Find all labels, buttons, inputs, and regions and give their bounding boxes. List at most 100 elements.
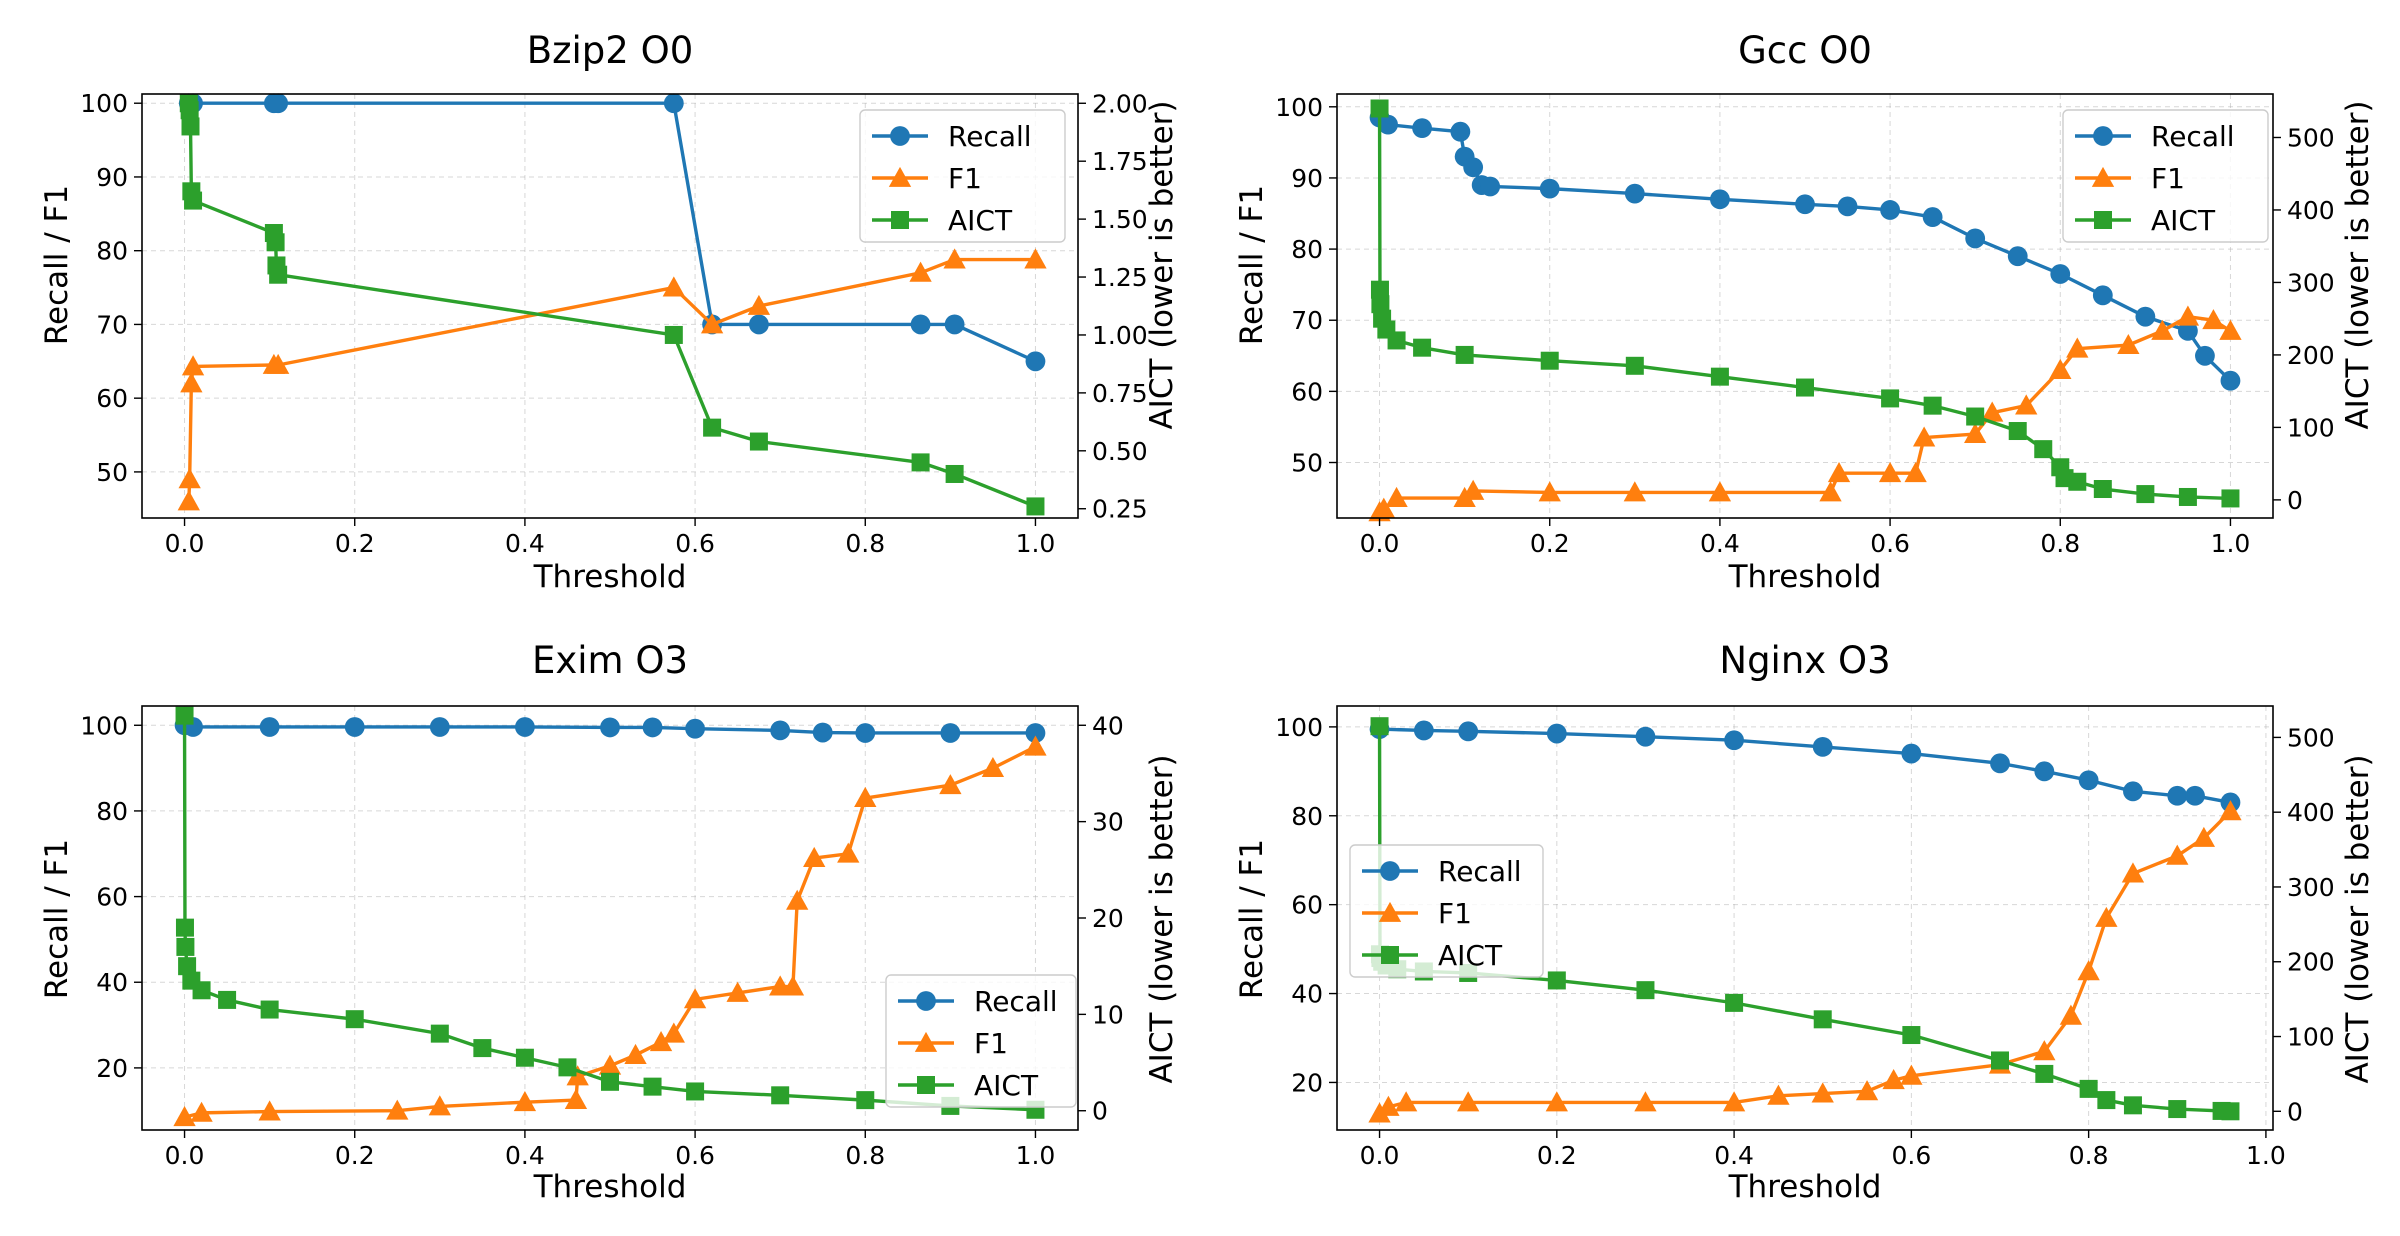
data-point-aict [1796,378,1814,397]
data-point-f1 [1981,401,2004,422]
data-point-aict [2178,487,2197,506]
data-point-f1 [2121,862,2145,883]
y2-tick-label: 500 [2287,123,2335,152]
data-point-recall [1546,723,1567,744]
y-axis-label: Recall / F1 [1234,185,1270,345]
data-point-f1 [1372,497,1395,518]
data-point-f1 [566,1065,589,1086]
y-tick-label: 80 [96,237,128,266]
legend-label-recall: Recall [2151,120,2235,153]
y2-tick-label: 0 [2287,1097,2303,1126]
y2-axis-label: AICT (lower is better) [2340,100,2376,429]
y-tick-label: 50 [96,458,128,487]
data-point-recall [1480,176,1501,197]
data-point-recall [1724,730,1744,751]
data-point-f1 [786,889,809,910]
data-point-recall [2178,320,2198,341]
y2-tick-label: 100 [2287,413,2335,442]
data-point-aict [2136,485,2155,504]
data-point-recall [1795,194,1815,215]
legend-label-aict: AICT [948,204,1013,237]
data-point-f1 [1538,481,1561,502]
data-point-f1 [2066,337,2089,358]
legend: Recall F1 AICT [2062,109,2269,243]
data-point-f1 [2117,333,2140,355]
y-tick-label: 70 [96,310,128,339]
data-point-f1 [624,1043,647,1064]
data-point-recall [1378,114,1398,135]
data-point-recall [749,314,769,335]
data-point-recall [1463,157,1484,178]
data-point-f1 [2015,394,2038,415]
x-tick-label: 1.0 [1016,1141,1056,1170]
data-point-recall [1635,726,1656,747]
x-tick-label: 0.4 [1714,1141,1754,1170]
data-point-aict [2097,1091,2116,1110]
y2-tick-label: 0.50 [1092,437,1148,466]
data-point-recall [2092,285,2113,306]
y-tick-label: 90 [1291,164,1323,193]
data-point-f1 [781,975,805,996]
y2-axis-label: AICT (lower is better) [2340,754,2376,1083]
y-tick-label: 20 [1291,1068,1323,1097]
legend-label-f1: F1 [974,1027,1008,1060]
series-f1 [177,248,1047,511]
data-point-aict [184,191,203,210]
data-point-recall [910,314,931,335]
data-point-recall [259,717,280,737]
data-point-f1 [177,490,200,511]
data-point-f1 [1900,1064,1923,1085]
data-point-f1 [1457,1091,1480,1112]
data-point-f1 [1024,735,1047,756]
chart-title: Exim O3 [532,639,688,682]
data-point-recall [1624,183,1645,204]
data-point-f1 [1722,1091,1746,1112]
plot-area [1336,705,2274,1131]
chart-title: Gcc O0 [1738,29,1872,72]
data-point-f1 [2049,358,2072,379]
x-axis-label: Threshold [1728,1169,1882,1205]
y2-tick-label: 300 [2287,268,2335,297]
data-point-aict [1636,981,1655,1000]
data-point-recall [2078,770,2099,791]
data-point-aict [1725,993,1744,1012]
y2-tick-label: 0 [1092,1097,1108,1126]
data-point-f1 [700,313,724,334]
data-point-recall [685,718,705,739]
data-point-recall [429,717,450,737]
y2-tick-label: 200 [2287,341,2335,370]
data-point-aict [686,1082,705,1101]
data-point-recall [2185,785,2205,806]
data-point-aict [1370,99,1389,118]
chart-panel-bzip2-o0: Bzip2 O0 Threshold Recall / F1 AICT (low… [39,29,1180,595]
data-point-f1 [386,1099,409,1120]
data-point-recall [2034,761,2055,782]
data-point-aict [192,981,211,1000]
data-point-aict [1902,1026,1921,1045]
x-tick-label: 0.4 [505,1141,545,1170]
series-aict [1370,99,2240,508]
y2-tick-label: 500 [2287,723,2335,752]
y-tick-label: 100 [1275,93,1323,122]
data-point-f1 [2095,906,2118,927]
data-point-aict [2008,422,2027,441]
data-point-aict [218,990,237,1009]
x-tick-label: 1.0 [1016,529,1056,558]
data-point-recall [2167,785,2188,806]
data-point-recall [2123,781,2143,802]
data-point-aict [1026,497,1045,516]
data-point-recall [1880,200,1900,220]
series-f1 [173,735,1047,1127]
y-tick-label: 80 [1291,802,1323,831]
y2-tick-label: 400 [2287,798,2335,827]
data-point-recall [770,720,791,741]
data-point-aict [260,1000,279,1019]
x-tick-label: 0.0 [165,1141,205,1170]
legend-marker-f1 [2091,166,2115,187]
data-point-recall [1837,196,1858,217]
data-point-aict [2123,1096,2142,1115]
data-point-aict [178,957,197,976]
data-point-f1 [1811,1082,1834,1103]
y-tick-label: 90 [96,163,128,192]
